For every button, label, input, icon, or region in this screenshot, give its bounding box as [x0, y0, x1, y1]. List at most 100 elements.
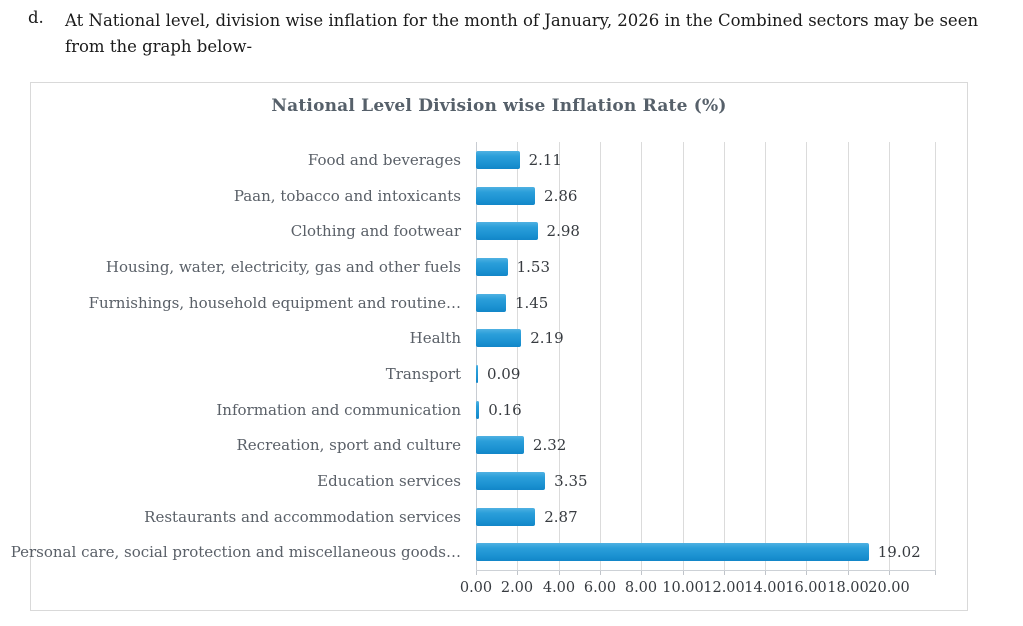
category-label: Education services	[317, 471, 461, 490]
value-axis-line	[476, 570, 936, 571]
axis-tick	[806, 570, 807, 575]
x-tick-label: 2.00	[500, 580, 534, 596]
chart-row: Food and beverages 2.11	[31, 142, 936, 178]
x-tick-label: 14.00	[744, 580, 786, 596]
gridline	[683, 142, 684, 570]
axis-tick	[724, 570, 725, 575]
bar	[476, 329, 522, 348]
gridline	[848, 142, 849, 570]
chart-title: National Level Division wise Inflation R…	[271, 96, 727, 116]
bar-area: 2.86	[476, 178, 936, 214]
value-label: 2.19	[530, 329, 564, 348]
x-tick-label: 18.00	[827, 580, 869, 596]
axis-tick	[641, 570, 642, 575]
chart-row: Transport 0.09	[31, 356, 936, 392]
category-label: Housing, water, electricity, gas and oth…	[105, 257, 461, 276]
category-label: Paan, tobacco and intoxicants	[233, 186, 461, 205]
chart-row: Personal care, social protection and mis…	[11, 534, 936, 570]
category-axis-line	[476, 142, 477, 570]
chart-row: Clothing and footwear 2.98	[31, 213, 936, 249]
category-label: Furnishings, household equipment and rou…	[88, 293, 461, 312]
axis-tick	[517, 570, 518, 575]
chart-row: Paan, tobacco and intoxicants 2.86	[31, 178, 936, 214]
axis-tick	[683, 570, 684, 575]
value-label: 2.86	[544, 186, 578, 205]
axis-tick	[848, 570, 849, 575]
chart-row: Education services 3.35	[31, 463, 936, 499]
bar-area: 2.19	[476, 320, 936, 356]
category-label: Clothing and footwear	[290, 222, 461, 241]
category-label: Food and beverages	[307, 150, 461, 169]
axis-tick	[889, 570, 890, 575]
bar	[476, 543, 869, 562]
gridline	[641, 142, 642, 570]
category-label: Transport	[385, 364, 461, 383]
bar-area: 2.32	[476, 427, 936, 463]
gridline	[559, 142, 560, 570]
bar-area: 1.53	[476, 249, 936, 285]
bar	[476, 507, 536, 526]
gridline	[889, 142, 890, 570]
bar-area: 1.45	[476, 285, 936, 321]
x-tick-label: 12.00	[703, 580, 745, 596]
gridline	[517, 142, 518, 570]
axis-tick	[935, 570, 936, 575]
bar	[476, 364, 478, 383]
value-label: 2.87	[544, 507, 578, 526]
list-item-marker: d.	[28, 8, 44, 27]
chart-rows: Food and beverages 2.11 Paan, tobacco and …	[11, 142, 936, 570]
x-tick-label: 10.00	[662, 580, 704, 596]
axis-tick	[559, 570, 560, 575]
bar-area: 0.09	[476, 356, 936, 392]
value-label: 1.53	[516, 257, 550, 276]
value-label: 0.16	[488, 400, 522, 419]
value-label: 2.11	[528, 150, 562, 169]
category-label: Restaurants and accommodation services	[144, 507, 461, 526]
chart-row: Furnishings, household equipment and rou…	[31, 285, 936, 321]
x-tick-label: 16.00	[785, 580, 827, 596]
chart-container: National Level Division wise Inflation R…	[11, 82, 968, 611]
category-label: Recreation, sport and culture	[236, 436, 461, 455]
bar	[476, 436, 524, 455]
bar-area: 3.35	[476, 463, 936, 499]
value-label: 2.32	[532, 436, 567, 455]
bar-area: 2.87	[476, 499, 936, 535]
x-tick-label: 6.00	[583, 580, 617, 596]
chart-row: Health 2.19	[31, 320, 936, 356]
bar	[476, 150, 520, 169]
value-label: 0.09	[487, 364, 521, 383]
bar	[476, 293, 506, 312]
category-label: Health	[409, 329, 461, 348]
gridline	[600, 142, 601, 570]
bar	[476, 400, 480, 419]
value-label: 2.98	[546, 222, 580, 241]
chart-row: Recreation, sport and culture 2.32	[31, 427, 936, 463]
intro-paragraph: At National level, division wise inflati…	[65, 11, 979, 56]
x-tick-label: 0.00	[459, 580, 493, 596]
bar-area: 2.11	[476, 142, 936, 178]
x-tick-label: 4.00	[542, 580, 576, 596]
bar	[476, 257, 508, 276]
category-label: Information and communication	[216, 400, 461, 419]
plot-right-edge	[935, 142, 936, 570]
value-label: 19.02	[877, 543, 921, 562]
plot-area	[476, 142, 936, 575]
chart-row: Housing, water, electricity, gas and oth…	[31, 249, 936, 285]
bar	[476, 222, 538, 241]
bar-area: 19.02	[476, 534, 936, 570]
gridline	[724, 142, 725, 570]
value-label: 3.35	[554, 471, 588, 490]
category-label: Personal care, social protection and mis…	[10, 543, 461, 562]
bar-area: 0.16	[476, 392, 936, 428]
gridline	[765, 142, 766, 570]
x-tick-label: 20.00	[868, 580, 910, 596]
chart-row: Restaurants and accommodation services 2.…	[31, 499, 936, 535]
gridline	[806, 142, 807, 570]
bar	[476, 471, 546, 490]
axis-tick	[600, 570, 601, 575]
x-tick-label: 8.00	[624, 580, 658, 596]
chart-row: Information and communication 0.16	[31, 392, 936, 428]
x-axis: 0.00 2.00 4.00 6.00 8.00 10.00 12.00 14.00 16.00…	[460, 580, 936, 602]
bar-area: 2.98	[476, 213, 936, 249]
axis-tick	[476, 570, 477, 575]
